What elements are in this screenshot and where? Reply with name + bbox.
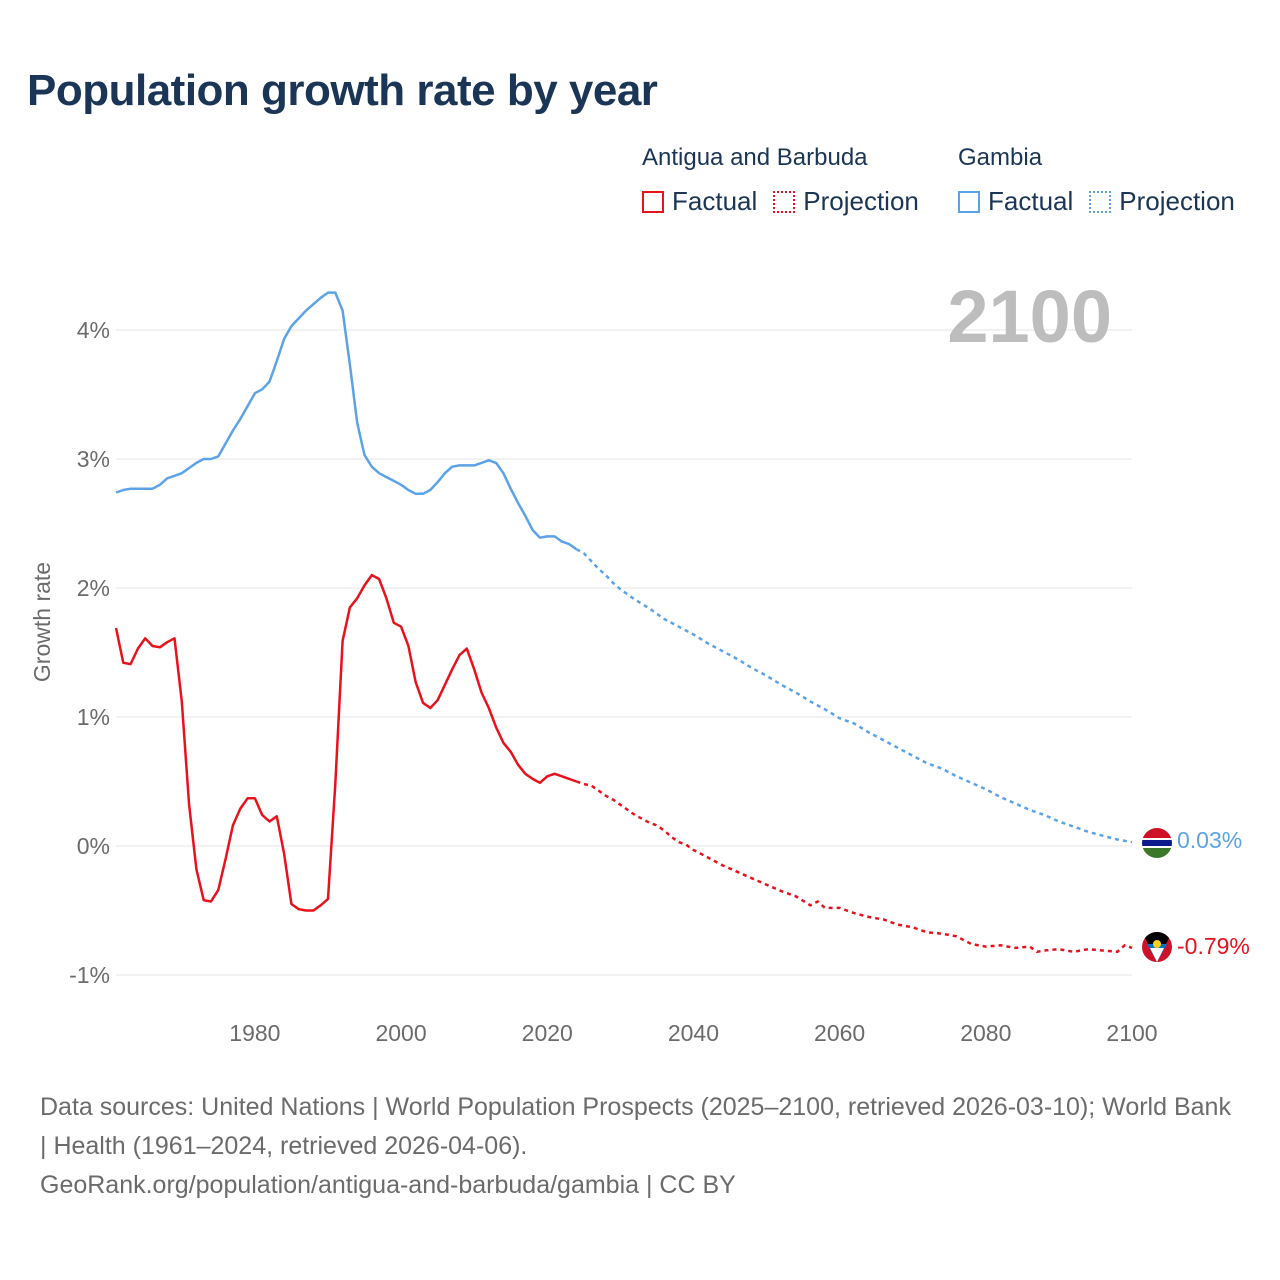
x-tick-label: 2080 <box>960 1020 1011 1046</box>
series-line-antigua-projection[interactable] <box>576 780 1133 954</box>
chart-footer: Data sources: United Nations | World Pop… <box>40 1088 1240 1205</box>
data-sources-text: Data sources: United Nations | World Pop… <box>40 1093 1231 1160</box>
legend-swatch-gambia-factual[interactable] <box>958 190 980 213</box>
grid-lines <box>116 329 1132 976</box>
legend-label-projection: Projection <box>803 186 919 216</box>
legend-group-antigua: Antigua and Barbuda Factual Projection <box>642 144 935 217</box>
series-line-antigua-factual[interactable] <box>114 573 577 912</box>
end-value-label-antigua: -0.79% <box>1177 933 1250 959</box>
y-tick-label: 4% <box>77 317 110 343</box>
y-tick-label: 3% <box>77 446 110 472</box>
x-axis-ticks: 1980 2000 2020 2040 2060 2080 2100 <box>229 1020 1157 1046</box>
series-line-gambia-projection[interactable] <box>575 548 1133 844</box>
legend-group-title: Antigua and Barbuda <box>642 144 868 171</box>
legend-label-factual: Factual <box>672 186 758 216</box>
chart-title: Population growth rate by year <box>27 66 658 115</box>
y-tick-label: 1% <box>77 704 110 730</box>
x-tick-label: 2040 <box>668 1020 719 1046</box>
legend-swatch-antigua-projection[interactable] <box>773 190 796 213</box>
x-tick-label: 2000 <box>375 1020 426 1046</box>
y-axis-label: Growth rate <box>29 562 55 682</box>
series-line-gambia-factual[interactable] <box>115 291 578 551</box>
x-tick-label: 2060 <box>814 1020 865 1046</box>
gambia-flag-icon <box>1142 828 1172 858</box>
y-axis-ticks: -1% 0% 1% 2% 3% 4% <box>69 317 110 988</box>
end-value-label-gambia: 0.03% <box>1177 827 1242 853</box>
source-url-text: GeoRank.org/population/antigua-and-barbu… <box>40 1171 736 1199</box>
x-tick-label: 2100 <box>1106 1020 1157 1046</box>
chart-plot: -1% 0% 1% 2% 3% 4% 1980 2000 2020 2040 2060 2080 21… <box>29 275 1250 1046</box>
legend-group-gambia: Gambia Factual Projection <box>958 144 1235 217</box>
series-lines <box>114 291 1133 954</box>
y-tick-label: 0% <box>77 833 110 859</box>
x-tick-label: 1980 <box>229 1020 280 1046</box>
year-watermark: 2100 <box>947 275 1112 358</box>
legend-label-factual: Factual <box>988 186 1074 216</box>
antigua-flag-icon <box>1142 932 1172 962</box>
x-tick-label: 2020 <box>522 1020 573 1046</box>
legend-label-projection: Projection <box>1119 186 1235 216</box>
y-tick-label: 2% <box>77 575 110 601</box>
y-tick-label: -1% <box>69 962 110 988</box>
legend-swatch-gambia-projection[interactable] <box>1089 190 1112 213</box>
legend-group-title: Gambia <box>958 144 1043 171</box>
legend-swatch-antigua-factual[interactable] <box>642 190 664 213</box>
